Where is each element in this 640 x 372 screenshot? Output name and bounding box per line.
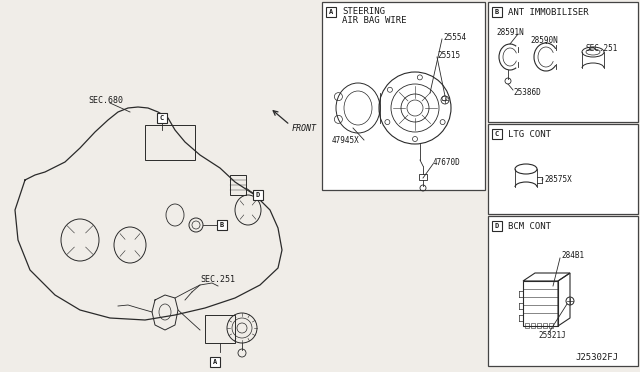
Bar (210, 357, 220, 367)
Bar (549, 323, 553, 328)
Bar (488, 124, 638, 214)
Bar (492, 221, 502, 231)
Bar (145, 125, 195, 160)
Bar (492, 129, 502, 139)
Text: STEERING: STEERING (342, 6, 385, 16)
Text: B: B (220, 222, 224, 228)
Text: 25386D: 25386D (513, 87, 541, 96)
Text: SEC.680: SEC.680 (88, 96, 123, 105)
Text: D: D (256, 192, 260, 198)
Bar (253, 190, 263, 200)
Text: 28575X: 28575X (544, 174, 572, 183)
Bar (543, 323, 547, 328)
Text: 25554: 25554 (443, 32, 466, 42)
Text: 47945X: 47945X (332, 135, 360, 144)
Text: A: A (329, 9, 333, 15)
Text: AIR BAG WIRE: AIR BAG WIRE (342, 16, 406, 25)
Text: J25302FJ: J25302FJ (575, 353, 618, 362)
Text: 25515: 25515 (437, 51, 460, 60)
Bar (157, 113, 167, 123)
Text: SEC.251: SEC.251 (200, 276, 235, 285)
Text: C: C (160, 115, 164, 121)
Text: 28590N: 28590N (530, 35, 557, 45)
Bar (525, 323, 529, 328)
Text: BCM CONT: BCM CONT (508, 221, 551, 231)
Text: LTG CONT: LTG CONT (508, 129, 551, 138)
Text: SEC.251: SEC.251 (586, 44, 618, 52)
Text: 284B1: 284B1 (561, 251, 584, 260)
Text: 28591N: 28591N (496, 28, 524, 36)
Bar (217, 220, 227, 230)
Bar (419, 174, 427, 180)
Bar (531, 323, 535, 328)
Bar (230, 175, 246, 195)
Bar (326, 7, 336, 17)
Text: FRONT: FRONT (292, 124, 317, 132)
Text: A: A (213, 359, 217, 365)
Text: B: B (495, 9, 499, 15)
Bar (488, 2, 638, 122)
Bar (537, 323, 541, 328)
Bar (322, 2, 485, 190)
Text: 25321J: 25321J (538, 331, 566, 340)
Bar (488, 216, 638, 366)
Text: D: D (495, 223, 499, 229)
Bar (492, 7, 502, 17)
Text: 47670D: 47670D (433, 157, 461, 167)
Bar (205, 315, 235, 343)
Text: C: C (495, 131, 499, 137)
Text: ANT IMMOBILISER: ANT IMMOBILISER (508, 7, 589, 16)
